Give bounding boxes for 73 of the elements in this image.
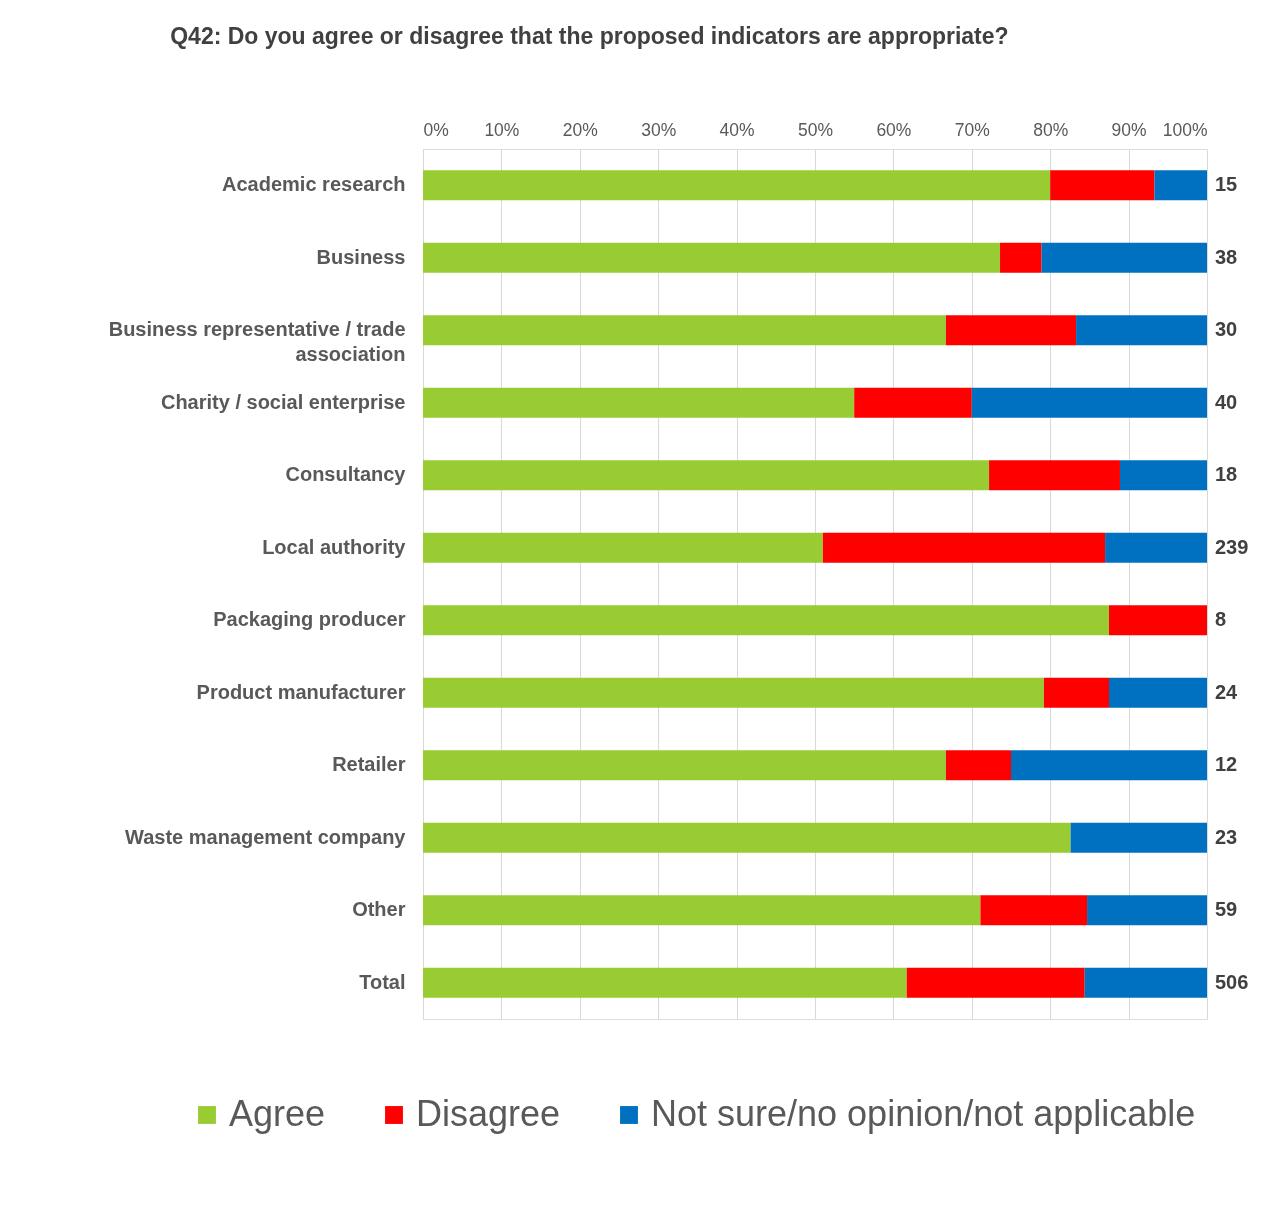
bar bbox=[423, 460, 990, 491]
bar bbox=[906, 967, 1085, 998]
bar bbox=[945, 750, 1011, 781]
bar bbox=[1076, 315, 1207, 346]
bar bbox=[1043, 677, 1109, 708]
x-tick-label: 30% bbox=[641, 119, 677, 140]
bar bbox=[423, 677, 1044, 708]
bar bbox=[423, 532, 823, 563]
y-tick-label: Product manufacturer bbox=[196, 680, 406, 703]
text: 59 bbox=[1215, 898, 1238, 921]
bar bbox=[423, 822, 1071, 853]
x-tick-label: 80% bbox=[1033, 119, 1069, 140]
bar bbox=[822, 532, 1106, 563]
legend-label: Disagree bbox=[416, 1093, 561, 1134]
y-tick-label: Waste management company bbox=[125, 825, 407, 848]
y-tick-label: Business bbox=[316, 245, 406, 268]
x-tick-label: 70% bbox=[954, 119, 990, 140]
text: 12 bbox=[1215, 753, 1238, 776]
bar bbox=[1000, 242, 1042, 273]
text: 15 bbox=[1215, 173, 1238, 196]
text: 23 bbox=[1215, 825, 1238, 848]
x-tick-label: 60% bbox=[876, 119, 912, 140]
bar bbox=[1105, 532, 1207, 563]
y-tick-label: Consultancy bbox=[285, 463, 407, 486]
bar bbox=[1070, 822, 1207, 853]
bar bbox=[423, 242, 1001, 273]
text: 24 bbox=[1215, 680, 1239, 703]
bar bbox=[1041, 242, 1207, 273]
bar bbox=[423, 605, 1109, 636]
bar bbox=[945, 315, 1077, 346]
bar bbox=[423, 315, 946, 346]
x-tick-label: 50% bbox=[797, 119, 834, 140]
x-tick-label: 0% bbox=[423, 119, 449, 140]
bar bbox=[1084, 967, 1207, 998]
y-tick-label: Local authority bbox=[262, 535, 407, 558]
bar bbox=[423, 895, 981, 926]
x-tick-label: 10% bbox=[484, 119, 520, 140]
legend-label: Agree bbox=[229, 1093, 326, 1134]
x-tick-label: 20% bbox=[562, 119, 598, 140]
x-tick-label: 100% bbox=[1162, 119, 1208, 140]
bar bbox=[1087, 895, 1207, 926]
bar bbox=[1109, 677, 1207, 708]
text: 38 bbox=[1215, 245, 1238, 268]
bar bbox=[1109, 605, 1207, 636]
text: 18 bbox=[1215, 463, 1238, 486]
chart-title: Q42: Do you agree or disagree that the proposed indicators are appropriate? bbox=[170, 23, 1009, 49]
bar bbox=[423, 387, 855, 418]
y-tick-label: Other bbox=[352, 898, 406, 921]
text: 8 bbox=[1215, 608, 1227, 631]
y-tick-label: Retailer bbox=[332, 753, 406, 776]
bar bbox=[423, 750, 946, 781]
y-tick-label: Academic research bbox=[222, 173, 406, 196]
text: 40 bbox=[1215, 390, 1238, 413]
bar bbox=[1119, 460, 1207, 491]
legend-label: Not sure/no opinion/not applicable bbox=[651, 1093, 1196, 1134]
bar bbox=[980, 895, 1088, 926]
y-tick-label: Charity / social enterprise bbox=[160, 390, 406, 413]
bar bbox=[423, 170, 1051, 201]
bar bbox=[423, 967, 907, 998]
bar bbox=[854, 387, 972, 418]
bar bbox=[1154, 170, 1207, 201]
y-tick-label: Packaging producer bbox=[213, 608, 406, 631]
bar bbox=[1050, 170, 1155, 201]
bar bbox=[1011, 750, 1207, 781]
bar bbox=[971, 387, 1207, 418]
y-tick-label: Business representative / trade association bbox=[108, 318, 406, 366]
x-tick-label: 90% bbox=[1111, 119, 1147, 140]
y-tick-label: Total bbox=[359, 970, 406, 993]
text: 30 bbox=[1215, 318, 1238, 341]
text: 506 bbox=[1215, 970, 1249, 993]
text: 239 bbox=[1215, 535, 1249, 558]
bar bbox=[989, 460, 1120, 491]
x-tick-label: 40% bbox=[719, 119, 755, 140]
